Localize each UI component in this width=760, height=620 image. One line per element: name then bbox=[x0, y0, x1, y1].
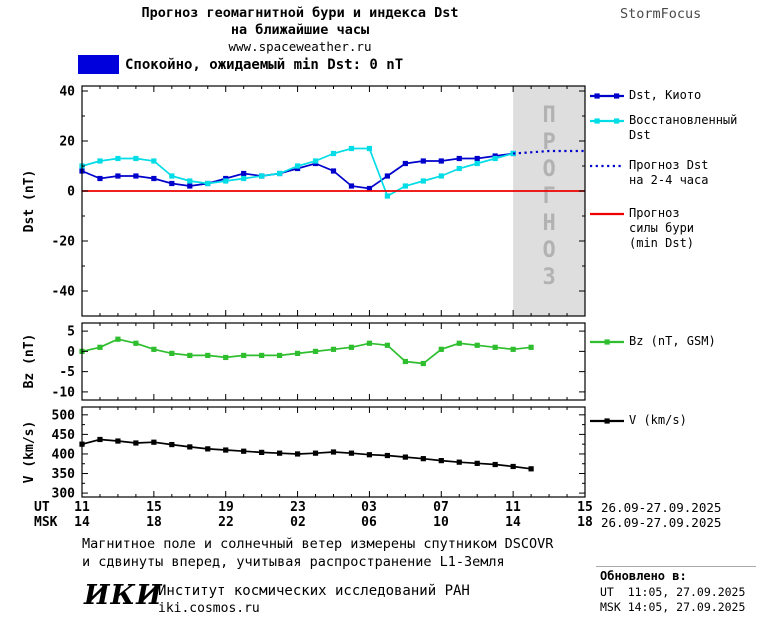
legend-item-v: V (km/s) bbox=[590, 413, 759, 428]
svg-text:Г: Г bbox=[542, 184, 555, 209]
quiet-status-text: Спокойно, ожидаемый min Dst: 0 nT bbox=[125, 57, 404, 73]
reconstructed-dst-line-icon bbox=[590, 118, 624, 124]
x-tick-label: 06 bbox=[361, 515, 377, 530]
footnote-line1: Магнитное поле и солнечный ветер измерен… bbox=[82, 536, 554, 552]
page-title-line1: Прогноз геомагнитной бури и индекса Dst bbox=[141, 5, 459, 21]
svg-text:Н: Н bbox=[542, 211, 555, 236]
legend-label-bz: Bz (nT, GSM) bbox=[629, 334, 716, 348]
brand-stormfocus: StormFocus bbox=[620, 6, 702, 22]
ut-date-range: 26.09-27.09.2025 bbox=[601, 500, 722, 515]
svg-text:500: 500 bbox=[52, 408, 76, 423]
legend-item-storm-strength: Прогноз силы бури (min Dst) bbox=[590, 206, 715, 251]
dst-kyoto-line-icon bbox=[590, 93, 624, 99]
x-tick-label: 19 bbox=[218, 500, 234, 515]
ut-axis-row: UT 11 15 19 23 03 07 11 15 26.09-27.09.2… bbox=[0, 500, 760, 515]
svg-text:350: 350 bbox=[52, 467, 76, 482]
svg-text:О: О bbox=[542, 238, 555, 263]
legend-item-forecast-dst: Прогноз Dst на 2-4 часа bbox=[590, 158, 721, 188]
x-tick-label: 11 bbox=[505, 500, 521, 515]
msk-axis-row: MSK 14 18 22 02 06 10 14 18 26.09-27.09.… bbox=[0, 515, 760, 530]
x-tick-label: 18 bbox=[146, 515, 162, 530]
svg-text:40: 40 bbox=[59, 85, 75, 100]
v-line-icon bbox=[590, 418, 624, 424]
quiet-status-swatch bbox=[78, 55, 119, 74]
legend-item-dst-kyoto: Dst, Киото bbox=[590, 88, 751, 103]
svg-text:-10: -10 bbox=[52, 385, 76, 400]
ut-axis-name: UT bbox=[34, 500, 50, 515]
x-tick-label: 15 bbox=[146, 500, 162, 515]
institute-site: iki.cosmos.ru bbox=[158, 601, 260, 616]
legend-label-v: V (km/s) bbox=[629, 413, 687, 427]
forecast-dst-dotted-line-icon bbox=[590, 164, 624, 168]
x-tick-label: 03 bbox=[361, 500, 377, 515]
x-tick-label: 22 bbox=[218, 515, 234, 530]
svg-text:-5: -5 bbox=[59, 365, 75, 380]
legend: Dst, Киото Восстановленный Dst Прогноз D… bbox=[590, 0, 760, 520]
legend-item-bz: Bz (nT, GSM) bbox=[590, 334, 759, 349]
x-tick-label: 07 bbox=[433, 500, 449, 515]
updated-msk: MSK 14:05, 27.09.2025 bbox=[600, 600, 746, 614]
svg-text:400: 400 bbox=[52, 447, 76, 462]
svg-text:З: З bbox=[542, 265, 555, 290]
msk-axis-name: MSK bbox=[34, 515, 58, 530]
legend-label-forecast-dst: Прогноз Dst на 2-4 часа bbox=[629, 158, 709, 187]
legend-label-storm-strength: Прогноз силы бури (min Dst) bbox=[629, 206, 695, 250]
x-tick-label: 15 bbox=[577, 500, 593, 515]
x-tick-label: 23 bbox=[290, 500, 306, 515]
v-axis-label: V (km/s) bbox=[22, 420, 37, 484]
institute-name: Институт космических исследований РАН bbox=[158, 583, 470, 599]
source-url: www.spaceweather.ru bbox=[228, 39, 372, 54]
svg-text:-20: -20 bbox=[52, 235, 76, 250]
updated-divider bbox=[596, 566, 756, 567]
svg-text:0: 0 bbox=[67, 185, 75, 200]
iki-logo: ИКИ bbox=[84, 580, 163, 611]
legend-label-reconstructed-dst: Восстановленный Dst bbox=[629, 113, 738, 142]
x-tick-label: 02 bbox=[290, 515, 306, 530]
svg-text:-40: -40 bbox=[52, 285, 76, 300]
page-title-line2: на ближайшие часы bbox=[230, 22, 370, 38]
updated-label: Обновлено в: bbox=[600, 569, 687, 583]
svg-text:П: П bbox=[542, 103, 555, 128]
updated-ut: UT 11:05, 27.09.2025 bbox=[600, 585, 746, 599]
legend-label-dst-kyoto: Dst, Киото bbox=[629, 88, 702, 102]
svg-text:20: 20 bbox=[59, 135, 75, 150]
legend-item-reconstructed-dst: Восстановленный Dst bbox=[590, 113, 751, 143]
x-tick-label: 14 bbox=[505, 515, 521, 530]
svg-text:0: 0 bbox=[67, 345, 75, 360]
x-tick-label: 18 bbox=[577, 515, 593, 530]
x-tick-label: 14 bbox=[74, 515, 90, 530]
msk-date-range: 26.09-27.09.2025 bbox=[601, 515, 722, 530]
svg-text:5: 5 bbox=[67, 325, 75, 340]
bz-axis-label: Bz (nT) bbox=[22, 333, 37, 389]
bz-line-icon bbox=[590, 339, 624, 345]
x-tick-label: 11 bbox=[74, 500, 90, 515]
svg-text:О: О bbox=[542, 157, 555, 182]
svg-text:300: 300 bbox=[52, 487, 76, 502]
footnote-line2: и сдвинуты вперед, учитывая распростране… bbox=[82, 554, 505, 570]
x-tick-label: 10 bbox=[433, 515, 449, 530]
dst-axis-label: Dst (nT) bbox=[22, 169, 37, 233]
svg-text:450: 450 bbox=[52, 428, 76, 443]
svg-text:Р: Р bbox=[542, 130, 555, 155]
storm-strength-line-icon bbox=[590, 212, 624, 216]
